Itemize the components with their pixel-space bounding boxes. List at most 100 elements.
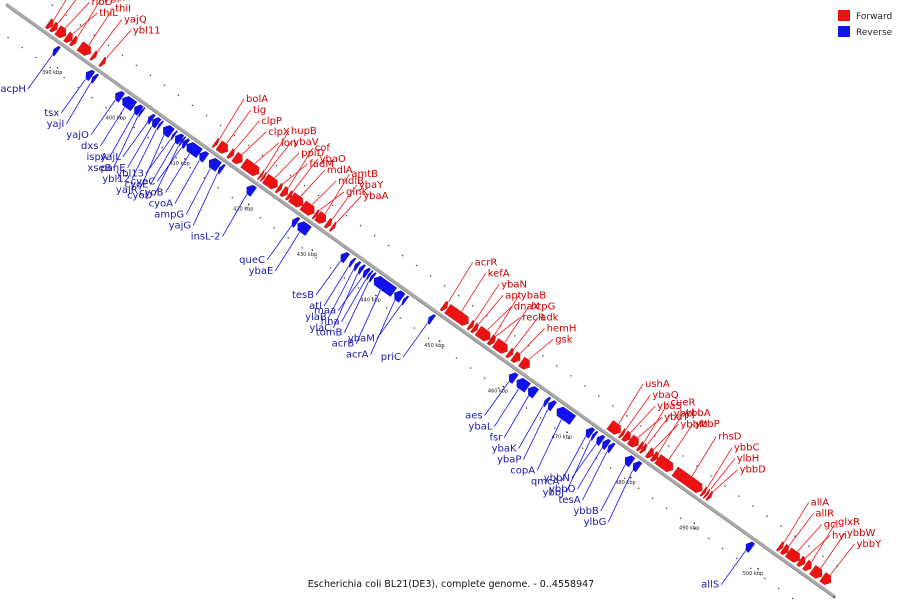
grid-dot — [679, 517, 682, 520]
gene-rhsD: rhsD — [671, 432, 742, 494]
grid-dot — [539, 417, 542, 419]
gene-qmcA: qmcA — [531, 427, 596, 488]
gene-leader — [328, 270, 354, 318]
gene-leader — [264, 130, 290, 171]
gene-thiI: thiI — [76, 3, 131, 57]
gene-label: tig — [253, 105, 266, 116]
gene-arrow — [52, 45, 61, 57]
grid-dot — [415, 264, 418, 267]
legend-forward-label: Forward — [856, 12, 892, 22]
grid-dot — [457, 294, 460, 297]
gene-arrow — [151, 116, 162, 129]
gene-label: fsr — [489, 433, 503, 444]
gene-leader — [528, 338, 554, 360]
gene-leader — [288, 147, 314, 188]
grid-dot — [107, 44, 110, 46]
gene-arrow — [299, 200, 315, 216]
grid-dot — [317, 194, 320, 197]
gene-label: ybbA — [685, 408, 711, 419]
gene-arrow — [323, 217, 333, 229]
gene-tig: tig — [215, 105, 266, 154]
gene-leader — [58, 0, 77, 24]
gene-leader — [66, 82, 91, 125]
gene-arrow — [68, 35, 78, 47]
grid-dot — [427, 337, 430, 339]
gene-arrow — [54, 25, 67, 39]
gene-leader — [72, 12, 98, 34]
gene-cof: cof — [279, 143, 331, 198]
gene-cyoC: cyoC — [131, 138, 191, 187]
gene-label: ybaE — [249, 266, 274, 277]
gene-arrow — [115, 90, 126, 103]
gene-arrow — [819, 571, 832, 586]
gene-cueR: cueR — [635, 397, 696, 452]
grid-dot — [721, 547, 724, 550]
grid-dot — [483, 377, 486, 379]
gene-label: cueR — [671, 397, 696, 408]
gene-yajG: yajG — [169, 163, 226, 231]
grid-dot — [497, 387, 500, 389]
gene-label: ybaT — [664, 412, 689, 423]
grid-dot — [275, 164, 278, 167]
grid-dot — [65, 14, 68, 16]
gene-ybbO: ybbO — [549, 438, 612, 495]
gene-leader — [637, 416, 663, 438]
grid-dot — [51, 4, 54, 6]
gene-label: recR — [522, 312, 545, 323]
gene-leader — [241, 131, 267, 155]
gene-label: hyi — [832, 531, 847, 542]
gene-arrow — [256, 169, 265, 181]
gene-label: ybbO — [549, 484, 576, 495]
gene-arrow — [146, 113, 156, 125]
gene-ybbC: ybbC — [699, 443, 760, 497]
gene-arrow — [240, 158, 260, 177]
gene-fsr: fsr — [489, 385, 540, 444]
gene-arrow — [505, 347, 515, 359]
gene-acrR: acrR — [439, 257, 497, 312]
grid-dot — [429, 274, 432, 277]
gene-label: maa — [314, 306, 336, 317]
gene-arrow — [178, 136, 187, 147]
grid-dot — [651, 497, 654, 500]
gene-label: cof — [315, 143, 331, 154]
gene-label: tsx — [44, 108, 59, 119]
gene-leader — [376, 304, 402, 339]
gene-label: cyoA — [149, 198, 174, 209]
gene-arrow — [274, 182, 284, 194]
gene-arrow — [373, 275, 398, 298]
gene-label: ybbM — [680, 419, 707, 430]
gene-hupB: hupB — [256, 126, 317, 181]
grid-dot — [413, 327, 416, 329]
gene-acpH: acpH — [0, 45, 61, 95]
tick-label: 470 kbp — [552, 434, 572, 440]
gene-leader — [513, 317, 539, 350]
tick-mark — [757, 567, 760, 570]
gene-arrow — [162, 124, 176, 139]
legend-reverse-swatch — [838, 26, 850, 37]
gene-apt: apt — [470, 290, 522, 334]
grid-dot — [609, 467, 612, 470]
grid-dot — [581, 447, 584, 450]
gene-label: ylaB — [305, 312, 327, 323]
gene-label: ispA — [87, 152, 108, 163]
gene-leader — [88, 8, 114, 46]
grid-dot — [735, 557, 738, 560]
grid-dot — [696, 465, 698, 467]
gene-arrow — [85, 69, 96, 82]
gene-arrow — [156, 120, 165, 131]
tick-mark — [56, 66, 59, 69]
gene-arrow — [638, 443, 648, 454]
gene-leader — [536, 419, 562, 471]
gene-label: ylbH — [737, 454, 760, 465]
gene-label: glnK — [346, 187, 368, 198]
gene-yajI: yajI — [47, 73, 100, 130]
gene-leader — [282, 163, 308, 185]
gene-cyoD: cyoD — [127, 136, 187, 201]
gene-label: allR — [815, 509, 834, 520]
gene-ybaS: ybaS — [621, 401, 682, 443]
gene-leader — [319, 191, 345, 211]
gene-ylbG: ylbG — [584, 460, 643, 528]
grid-dot — [149, 74, 152, 77]
gene-leader — [461, 273, 487, 312]
gene-clpP: clpP — [226, 116, 282, 160]
